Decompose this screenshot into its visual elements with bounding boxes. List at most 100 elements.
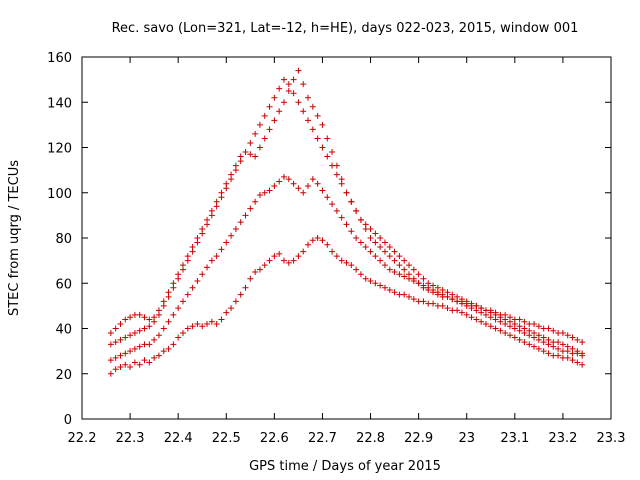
data-point-marker <box>324 135 331 142</box>
data-point-marker <box>280 76 287 83</box>
data-point-marker <box>329 248 336 255</box>
data-point-marker <box>305 94 312 101</box>
data-point-marker <box>372 253 379 260</box>
data-point-marker <box>300 189 307 196</box>
data-point-marker <box>165 345 172 352</box>
data-point-marker <box>242 284 249 291</box>
data-point-marker <box>247 151 254 158</box>
data-point-marker <box>112 354 119 361</box>
data-point-marker <box>223 309 230 316</box>
data-point-marker <box>170 311 177 318</box>
data-point-marker <box>362 275 369 282</box>
data-point-marker <box>285 259 292 266</box>
data-point-marker <box>324 241 331 248</box>
data-point-marker <box>439 287 446 294</box>
data-point-marker <box>295 253 302 260</box>
data-point-marker <box>271 94 278 101</box>
data-point-marker <box>487 323 494 330</box>
data-point-marker <box>276 178 283 185</box>
data-point-marker <box>199 323 206 330</box>
data-point-marker <box>579 361 586 368</box>
data-point-marker <box>396 262 403 269</box>
data-point-marker <box>545 325 552 332</box>
data-point-marker <box>266 126 273 133</box>
data-point-marker <box>362 244 369 251</box>
data-point-marker <box>160 325 167 332</box>
data-point-marker <box>478 318 485 325</box>
data-point-marker <box>333 253 340 260</box>
y-tick-label: 140 <box>47 96 72 111</box>
y-tick-label: 0 <box>64 413 72 428</box>
axis-ticks: 22.2 22.3 22.4 22.5 22.6 22.7 22.8 22.9 23 23.1 23… <box>47 51 625 446</box>
data-point-marker <box>189 284 196 291</box>
data-point-marker <box>497 327 504 334</box>
data-point-marker <box>232 298 239 305</box>
data-point-marker <box>112 325 119 332</box>
data-point-marker <box>127 314 134 321</box>
data-point-marker <box>545 336 552 343</box>
data-point-marker <box>430 282 437 289</box>
y-tick-label: 40 <box>55 323 72 338</box>
data-point-marker <box>521 325 528 332</box>
x-tick-label: 22.7 <box>308 431 337 446</box>
data-point-marker <box>555 339 562 346</box>
data-point-marker <box>579 350 586 357</box>
data-point-marker <box>295 99 302 106</box>
data-point-marker <box>478 305 485 312</box>
data-point-marker <box>309 103 316 110</box>
data-point-marker <box>410 296 417 303</box>
data-point-marker <box>175 271 182 278</box>
data-point-marker <box>319 144 326 151</box>
data-point-marker <box>406 262 413 269</box>
data-point-marker <box>564 332 571 339</box>
data-point-marker <box>458 298 465 305</box>
data-point-marker <box>415 271 422 278</box>
data-point-marker <box>136 311 143 318</box>
data-point-marker <box>314 180 321 187</box>
data-point-marker <box>295 185 302 192</box>
data-point-marker <box>531 330 538 337</box>
data-point-marker <box>117 363 124 370</box>
data-point-marker <box>141 314 148 321</box>
data-point-marker <box>507 332 514 339</box>
data-point-marker <box>228 305 235 312</box>
data-point-marker <box>237 153 244 160</box>
data-point-marker <box>141 357 148 364</box>
data-point-marker <box>434 291 441 298</box>
data-point-marker <box>502 311 509 318</box>
data-point-marker <box>420 275 427 282</box>
data-point-marker <box>410 266 417 273</box>
data-point-marker <box>511 334 518 341</box>
data-point-marker <box>261 112 268 119</box>
data-point-marker <box>160 348 167 355</box>
data-point-marker <box>175 305 182 312</box>
data-point-marker <box>228 232 235 239</box>
data-point-marker <box>579 339 586 346</box>
data-point-marker <box>242 212 249 219</box>
data-point-marker <box>401 291 408 298</box>
data-point-marker <box>444 305 451 312</box>
data-point-marker <box>280 257 287 264</box>
data-point-marker <box>535 332 542 339</box>
data-point-marker <box>208 318 215 325</box>
data-point-marker <box>531 343 538 350</box>
data-point-marker <box>122 334 129 341</box>
data-point-marker <box>122 316 129 323</box>
data-point-marker <box>136 343 143 350</box>
data-point-marker <box>324 194 331 201</box>
data-point-marker <box>252 130 259 137</box>
data-point-marker <box>559 341 566 348</box>
x-tick-label: 23 <box>458 431 475 446</box>
data-point-marker <box>290 90 297 97</box>
data-point-marker <box>261 135 268 142</box>
data-point-marker <box>112 366 119 373</box>
data-point-marker <box>425 280 432 287</box>
data-point-marker <box>300 81 307 88</box>
data-point-marker <box>155 307 162 314</box>
data-point-marker <box>165 289 172 296</box>
data-point-marker <box>165 318 172 325</box>
data-point-marker <box>146 316 153 323</box>
data-point-marker <box>141 325 148 332</box>
data-point-marker <box>396 271 403 278</box>
data-point-marker <box>218 246 225 253</box>
